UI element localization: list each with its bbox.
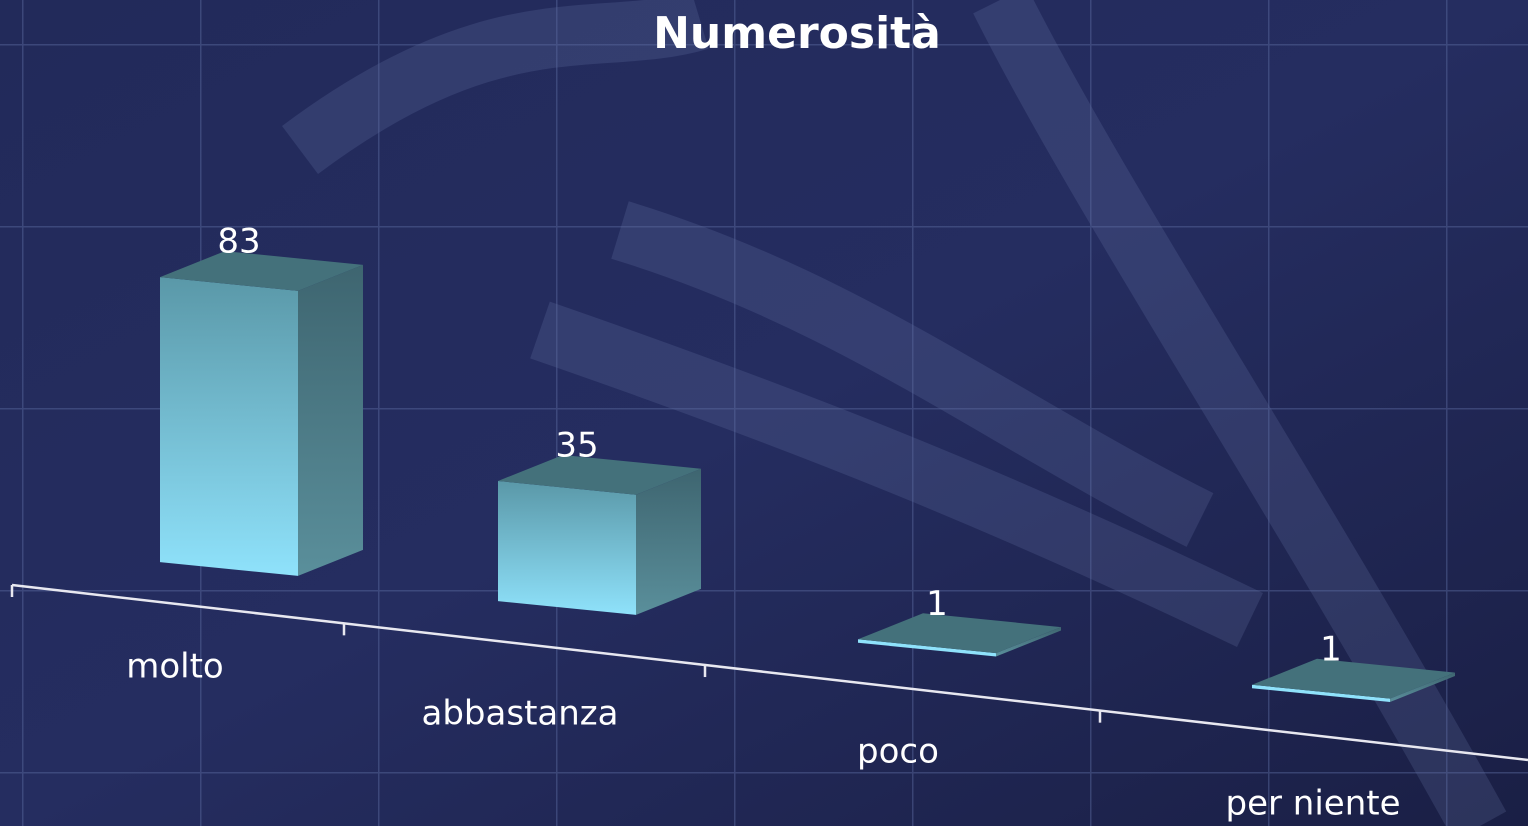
x-tick-label: molto [126,647,224,687]
bar-top [858,613,1061,654]
bar-side [636,468,701,615]
bar-front [160,277,298,576]
bar-side [1390,672,1455,703]
bar-top [1252,658,1455,699]
value-label: 1 [926,584,948,624]
x-tick-label: poco [857,732,939,772]
bar-front [858,639,996,657]
bar-top [160,251,363,291]
bar-side [996,627,1061,657]
value-label: 83 [217,222,260,262]
chart-title: Numerosità [653,8,941,59]
bar-front [1252,684,1390,703]
x-axis [11,583,1528,762]
bar-top [498,454,701,495]
value-label: 35 [555,425,598,465]
bar-side [298,264,363,576]
bar-front [498,480,636,615]
x-tick-label: per niente [1226,784,1401,824]
x-tick-label: abbastanza [422,694,619,734]
value-label: 1 [1320,629,1342,669]
